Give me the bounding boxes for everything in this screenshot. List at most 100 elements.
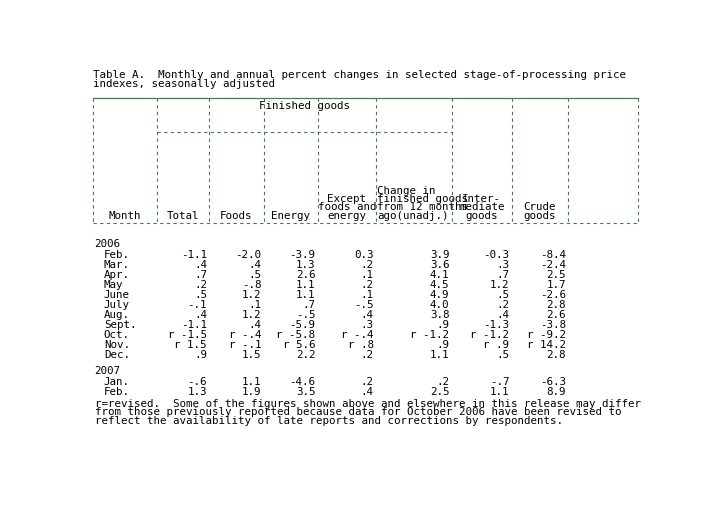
Text: .2: .2 [361,280,374,290]
Text: .7: .7 [194,270,207,280]
Text: 1.3: 1.3 [188,387,207,397]
Text: .5: .5 [248,270,261,280]
Text: .2: .2 [361,377,374,387]
Text: r -.1: r -.1 [229,340,261,350]
Text: r 1.5: r 1.5 [175,340,207,350]
Text: -8.4: -8.4 [540,250,565,260]
Text: r -1.2: r -1.2 [470,330,509,340]
Text: Crude: Crude [523,203,556,212]
Text: 1.2: 1.2 [242,290,261,300]
Text: r 14.2: r 14.2 [527,340,565,350]
Text: .2: .2 [436,377,449,387]
Text: 1.2: 1.2 [490,280,509,290]
Text: .1: .1 [361,290,374,300]
Text: Finished goods: Finished goods [259,101,350,111]
Text: 1.9: 1.9 [242,387,261,397]
Text: Apr.: Apr. [104,270,130,280]
Text: 1.3: 1.3 [296,260,315,270]
Text: Month: Month [109,211,141,221]
Text: -6.3: -6.3 [540,377,565,387]
Text: 2.2: 2.2 [296,350,315,360]
Text: .5: .5 [496,350,509,360]
Text: -.5: -.5 [354,300,374,310]
Text: -.6: -.6 [188,377,207,387]
Text: .2: .2 [194,280,207,290]
Text: Except: Except [327,194,366,204]
Text: June: June [104,290,130,300]
Text: .5: .5 [194,290,207,300]
Text: .2: .2 [361,260,374,270]
Text: 1.7: 1.7 [546,280,565,290]
Text: r .9: r .9 [483,340,509,350]
Text: r -1.2: r -1.2 [411,330,449,340]
Text: 3.6: 3.6 [430,260,449,270]
Text: 1.1: 1.1 [430,350,449,360]
Text: r -9.2: r -9.2 [527,330,565,340]
Text: reflect the availability of late reports and corrections by respondents.: reflect the availability of late reports… [95,415,563,426]
Text: -4.6: -4.6 [289,377,315,387]
Text: goods: goods [466,211,498,221]
Text: .7: .7 [302,300,315,310]
Text: -3.8: -3.8 [540,320,565,330]
Text: from 12 months: from 12 months [377,203,468,212]
Text: Dec.: Dec. [104,350,130,360]
Text: July: July [104,300,130,310]
Text: r 5.6: r 5.6 [283,340,315,350]
Text: from those previously reported because data for October 2006 have been revised t: from those previously reported because d… [95,407,621,417]
Text: -0.3: -0.3 [483,250,509,260]
Text: 1.1: 1.1 [296,280,315,290]
Text: Change in: Change in [377,186,436,196]
Text: 3.8: 3.8 [430,310,449,320]
Text: -1.3: -1.3 [483,320,509,330]
Text: .4: .4 [194,260,207,270]
Text: mediate: mediate [459,203,504,212]
Text: Inter-: Inter- [462,194,501,204]
Text: 0.3: 0.3 [354,250,374,260]
Text: 2.6: 2.6 [546,310,565,320]
Text: .4: .4 [194,310,207,320]
Text: 1.1: 1.1 [490,387,509,397]
Text: Feb.: Feb. [104,387,130,397]
Text: 3.9: 3.9 [430,250,449,260]
Text: -3.9: -3.9 [289,250,315,260]
Text: -1.1: -1.1 [181,320,207,330]
Text: Foods: Foods [220,211,252,221]
Text: 2007: 2007 [95,367,120,376]
Text: .9: .9 [194,350,207,360]
Text: r -.4: r -.4 [229,330,261,340]
Text: .3: .3 [496,260,509,270]
Text: .4: .4 [361,310,374,320]
Text: Oct.: Oct. [104,330,130,340]
Text: -.1: -.1 [188,300,207,310]
Text: 1.1: 1.1 [242,377,261,387]
Text: 2.8: 2.8 [546,300,565,310]
Text: finished goods: finished goods [377,194,468,204]
Text: 3.5: 3.5 [296,387,315,397]
Text: Aug.: Aug. [104,310,130,320]
Text: -2.6: -2.6 [540,290,565,300]
Text: 8.9: 8.9 [546,387,565,397]
Text: -2.4: -2.4 [540,260,565,270]
Text: Mar.: Mar. [104,260,130,270]
Text: 4.9: 4.9 [430,290,449,300]
Text: r -1.5: r -1.5 [168,330,207,340]
Text: r -5.8: r -5.8 [277,330,315,340]
Text: foods and: foods and [317,203,376,212]
Text: Table A.  Monthly and annual percent changes in selected stage-of-processing pri: Table A. Monthly and annual percent chan… [93,70,626,80]
Text: 1.1: 1.1 [296,290,315,300]
Text: -.7: -.7 [490,377,509,387]
Text: 2.5: 2.5 [430,387,449,397]
Text: energy: energy [327,211,366,221]
Text: Jan.: Jan. [104,377,130,387]
Text: Energy: Energy [271,211,310,221]
Text: ago(unadj.): ago(unadj.) [377,211,449,221]
Text: 1.5: 1.5 [242,350,261,360]
Text: .1: .1 [248,300,261,310]
Text: May: May [104,280,123,290]
Text: .2: .2 [361,350,374,360]
Text: -1.1: -1.1 [181,250,207,260]
Text: 4.1: 4.1 [430,270,449,280]
Text: -.8: -.8 [242,280,261,290]
Text: r .8: r .8 [347,340,374,350]
Text: Feb.: Feb. [104,250,130,260]
